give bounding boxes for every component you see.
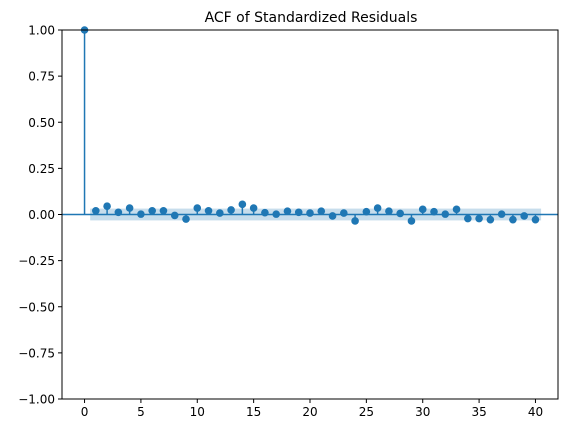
acf-point-lag-33	[452, 205, 461, 214]
acf-point-lag-3	[114, 208, 123, 217]
y-tick-label: −0.50	[18, 300, 55, 314]
x-tick-label: 35	[471, 405, 486, 419]
y-tick-label: 0.50	[28, 116, 55, 130]
y-tick-label: 0.75	[28, 70, 55, 84]
acf-point-lag-34	[464, 214, 472, 223]
acf-point-lag-36	[486, 215, 495, 224]
acf-point-lag-19	[294, 208, 303, 217]
acf-point-lag-37	[497, 210, 506, 218]
y-axis: −1.00 −0.75 −0.50 −0.25 0.00 0.25 0.50 0.75 1.00	[18, 24, 62, 407]
acf-point-lag-26	[373, 204, 382, 212]
acf-point-lag-23	[340, 209, 348, 217]
acf-point-lag-9	[182, 215, 190, 223]
acf-point-lag-29	[407, 217, 416, 225]
acf-point-lag-24	[351, 217, 359, 225]
acf-point-lag-38	[509, 215, 517, 224]
acf-point-lag-10	[193, 204, 202, 212]
y-tick-label: 0.00	[28, 208, 55, 222]
x-tick-label: 5	[137, 405, 145, 419]
acf-point-lag-14	[238, 200, 247, 209]
acf-point-lag-20	[306, 209, 314, 217]
y-tick-label: −0.25	[18, 254, 55, 268]
acf-point-lag-35	[475, 214, 483, 223]
y-tick-label: −1.00	[18, 393, 55, 407]
acf-point-lag-8	[170, 211, 179, 220]
x-tick-label: 25	[359, 405, 374, 419]
x-tick-label: 10	[190, 405, 205, 419]
acf-point-lag-22	[328, 212, 337, 220]
acf-point-lag-17	[272, 210, 280, 218]
y-tick-label: 0.25	[28, 162, 55, 176]
x-axis: 0 5 10 15 20 25 30 35 40	[81, 399, 543, 419]
acf-point-lag-15	[249, 204, 258, 212]
acf-point-lag-5	[137, 210, 145, 218]
acf-point-lag-6	[148, 207, 156, 215]
acf-point-lag-30	[418, 205, 427, 214]
acf-point-lag-27	[385, 207, 393, 215]
acf-point-lag-4	[125, 204, 134, 212]
acf-point-lag-39	[520, 212, 528, 220]
y-tick-label: −0.75	[18, 346, 55, 360]
acf-point-lag-18	[283, 207, 292, 215]
acf-point-lag-12	[216, 209, 224, 217]
x-tick-label: 40	[528, 405, 543, 419]
acf-point-lag-21	[317, 207, 326, 215]
x-tick-label: 20	[302, 405, 317, 419]
y-tick-label: 1.00	[28, 24, 55, 38]
acf-point-lag-25	[362, 207, 371, 216]
acf-point-lag-40	[531, 215, 540, 224]
acf-point-lag-2	[103, 202, 111, 210]
x-tick-label: 15	[246, 405, 261, 419]
marker-layer	[80, 26, 540, 225]
acf-point-lag-31	[430, 207, 438, 216]
acf-point-lag-32	[441, 210, 450, 218]
acf-point-lag-13	[227, 206, 235, 214]
acf-point-lag-11	[204, 207, 213, 215]
x-tick-label: 0	[81, 405, 89, 419]
acf-point-lag-7	[159, 207, 168, 215]
chart-title: ACF of Standardized Residuals	[205, 10, 418, 26]
acf-point-lag-28	[396, 209, 404, 218]
acf-point-lag-16	[261, 208, 269, 217]
x-tick-label: 30	[415, 405, 430, 419]
acf-point-lag-1	[92, 207, 100, 215]
